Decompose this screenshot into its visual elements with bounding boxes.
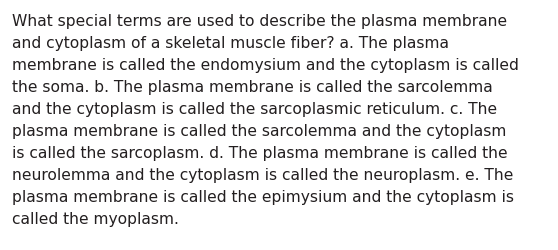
Text: and cytoplasm of a skeletal muscle fiber? a. The plasma: and cytoplasm of a skeletal muscle fiber… bbox=[12, 36, 449, 51]
Text: the soma. b. The plasma membrane is called the sarcolemma: the soma. b. The plasma membrane is call… bbox=[12, 80, 493, 94]
Text: membrane is called the endomysium and the cytoplasm is called: membrane is called the endomysium and th… bbox=[12, 58, 519, 73]
Text: and the cytoplasm is called the sarcoplasmic reticulum. c. The: and the cytoplasm is called the sarcopla… bbox=[12, 102, 497, 116]
Text: neurolemma and the cytoplasm is called the neuroplasm. e. The: neurolemma and the cytoplasm is called t… bbox=[12, 167, 513, 182]
Text: What special terms are used to describe the plasma membrane: What special terms are used to describe … bbox=[12, 14, 507, 29]
Text: called the myoplasm.: called the myoplasm. bbox=[12, 211, 179, 226]
Text: plasma membrane is called the epimysium and the cytoplasm is: plasma membrane is called the epimysium … bbox=[12, 189, 514, 204]
Text: plasma membrane is called the sarcolemma and the cytoplasm: plasma membrane is called the sarcolemma… bbox=[12, 124, 506, 138]
Text: is called the sarcoplasm. d. The plasma membrane is called the: is called the sarcoplasm. d. The plasma … bbox=[12, 146, 508, 160]
